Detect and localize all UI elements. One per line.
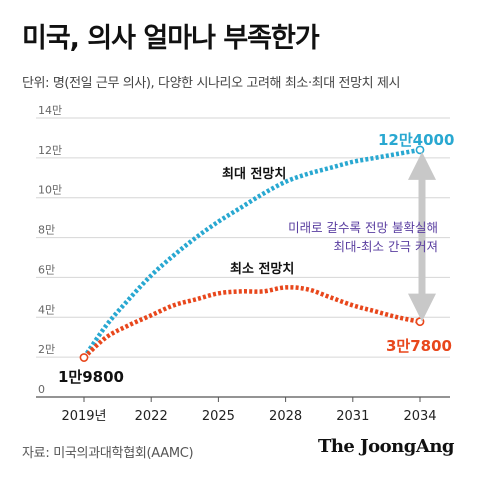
- page-title: 미국, 의사 얼마나 부족한가: [22, 23, 320, 54]
- x-tick-label: 2025: [202, 409, 235, 424]
- data-label-start: 1만9800: [58, 368, 124, 386]
- annotation-line: 최대-최소 간극 커져: [334, 239, 438, 254]
- publisher-logo: The JoongAng: [317, 436, 455, 457]
- end-point-min: [415, 317, 425, 327]
- annotation-line: 미래로 갈수록 전망 불확실해: [288, 220, 438, 235]
- chart-subtitle: 단위: 명(전일 근무 의사), 다양한 시나리오 고려해 최소·최대 전망치 …: [22, 76, 401, 91]
- series-label-min: 최소 전망치: [230, 261, 294, 277]
- x-tick-label: 2034: [403, 409, 436, 424]
- data-label-max-end: 12만4000: [378, 131, 454, 149]
- data-label-min-end: 3만7800: [386, 337, 452, 355]
- series-line-min: [82, 285, 421, 360]
- x-tick-label: 2019년: [61, 409, 106, 424]
- y-tick-label: 8만: [38, 224, 55, 237]
- series-label-max: 최대 전망치: [222, 166, 286, 182]
- y-tick-label: 6만: [38, 263, 55, 276]
- y-tick-label: 12만: [38, 144, 62, 157]
- y-tick-label: 0: [38, 383, 45, 396]
- y-tick-label: 14만: [38, 104, 62, 117]
- x-tick-label: 2028: [269, 409, 302, 424]
- x-tick-label: 2031: [336, 409, 369, 424]
- x-tick-label: 2022: [135, 409, 168, 424]
- series-line-max: [82, 147, 421, 359]
- y-tick-label: 4만: [38, 303, 55, 316]
- y-tick-label: 10만: [38, 184, 62, 197]
- y-tick-label: 2만: [38, 343, 55, 356]
- start-point: [79, 353, 89, 362]
- source-note: 자료: 미국의과대학협회(AAMC): [22, 446, 194, 461]
